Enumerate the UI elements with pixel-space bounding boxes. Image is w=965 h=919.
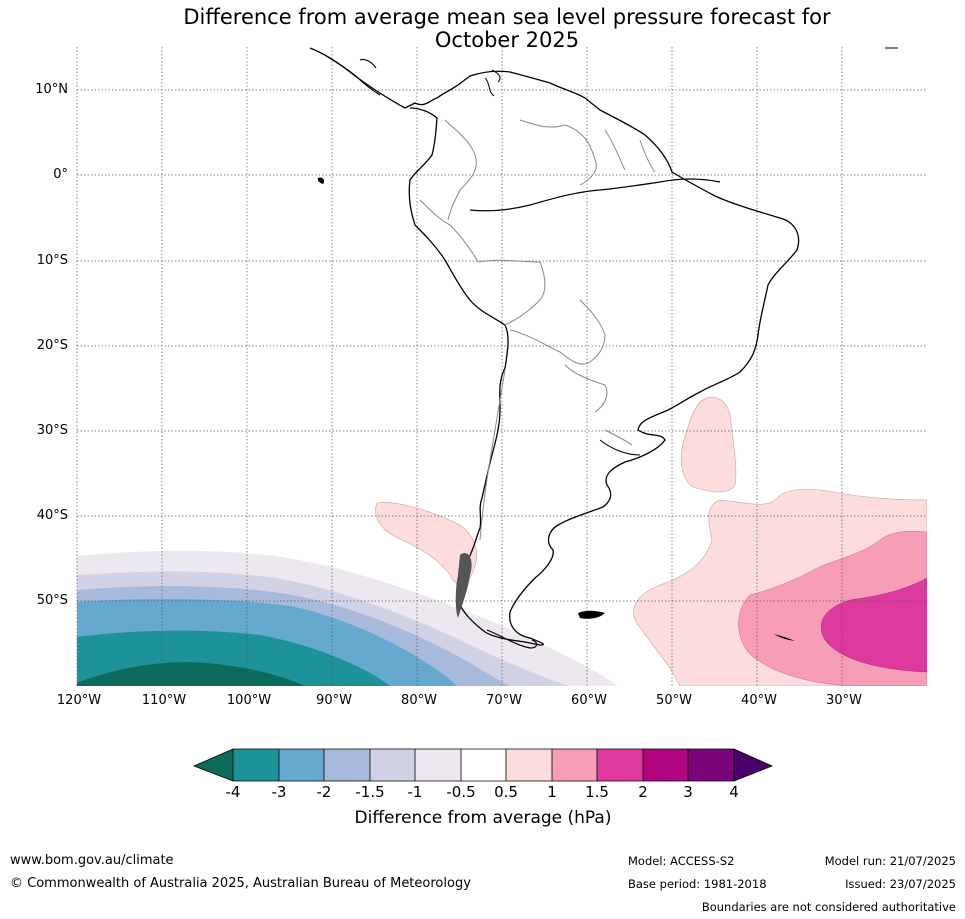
colorbar-title: Difference from average (hPa) [354,808,612,828]
border-paraguay [564,364,608,413]
footer-url[interactable]: www.bom.gov.au/climate [10,853,174,868]
colorbar-label: 2 [638,783,648,801]
map-title: Difference from average mean sea level p… [0,6,965,52]
colorbar-extend-max [734,749,772,781]
lat-label: 20°S [36,338,68,353]
border-peru-brazil [477,259,546,326]
lat-label: 0° [53,167,68,182]
lon-label: 50°W [656,693,692,708]
border-guianas [604,129,656,173]
footer-copyright: © Commonwealth of Australia 2025, Austra… [10,876,471,891]
colorbar-label: 3 [683,783,693,801]
lon-label: 90°W [316,693,352,708]
rio-de-la-plata [599,439,641,456]
falkland-islands [578,610,605,619]
border-bolivia [509,299,606,365]
border-uruguay [604,429,633,446]
lon-label: 110°W [141,693,187,708]
footer-disclaimer: Boundaries are not considered authoritat… [701,900,956,914]
lon-label: 100°W [226,693,272,708]
border-venezuela [519,119,597,186]
caribbean-islands [484,47,898,97]
colorbar-box-n05-p05 [461,749,506,781]
footer-base-period: Base period: 1981-2018 [628,877,767,891]
footer-model: Model: ACCESS-S2 [628,854,735,868]
colorbar-label: -1.5 [355,783,385,801]
anomaly-contours [77,396,927,686]
country-borders [419,119,656,541]
contour-below-n4 [77,662,305,686]
amazon-river [469,178,721,212]
colorbar-label: -0.5 [446,783,476,801]
lon-label: 30°W [826,693,862,708]
map-title-line-2: October 2025 [434,28,580,52]
colorbar-label: -2 [316,783,332,801]
lat-label: 50°S [36,593,68,608]
colorbar-label: 4 [729,783,739,801]
colorbar-box-n3-n2 [279,749,324,781]
central-america-coast [324,54,381,96]
lon-label: 80°W [401,693,437,708]
map-title-line-1: Difference from average mean sea level p… [183,5,831,29]
contour-p15-p2 [820,577,927,673]
colorbar-box-n4-n3 [233,749,279,781]
footer-model-run: Model run: 21/07/2025 [824,854,956,868]
colorbar-label: -3 [271,783,287,801]
lat-label: 10°S [36,253,68,268]
colorbar-box-n15-n1 [370,749,415,781]
colorbar-box-p3-p4 [688,749,734,781]
footer-issued: Issued: 23/07/2025 [845,877,956,891]
lat-label: 10°N [35,82,68,97]
lon-label: 40°W [741,693,777,708]
colorbar-box-p2-p3 [643,749,688,781]
chiloe-archipelago [455,552,472,618]
tierra-del-fuego [486,629,538,649]
galapagos [317,177,325,184]
border-colombia [444,119,477,221]
colorbar-box-p1-p15 [552,749,597,781]
colorbar-box-n1-n05 [415,749,461,781]
south-america-coastline [309,47,800,646]
border-ecuador-peru [419,199,479,263]
colorbar-label: 1 [547,783,557,801]
colorbar-box-p15-p2 [597,749,643,781]
lon-label: 60°W [571,693,607,708]
colorbar [192,748,774,782]
south-georgia [774,634,795,641]
colorbar-label: 1.5 [585,783,609,801]
lat-label: 40°S [36,508,68,523]
colorbar-label: 0.5 [494,783,518,801]
coastlines [309,47,898,649]
lon-label: 70°W [486,693,522,708]
border-argentina-chile [479,369,506,541]
lon-label: 120°W [56,693,102,708]
colorbar-label: -1 [407,783,423,801]
colorbar-box-p05-p1 [506,749,552,781]
contour-p05-p1-south-brazil [681,396,737,493]
colorbar-box-n2-n15 [324,749,370,781]
graticule [76,47,927,686]
colorbar-label: -4 [225,783,241,801]
lat-label: 30°S [36,423,68,438]
colorbar-extend-min [194,749,233,781]
